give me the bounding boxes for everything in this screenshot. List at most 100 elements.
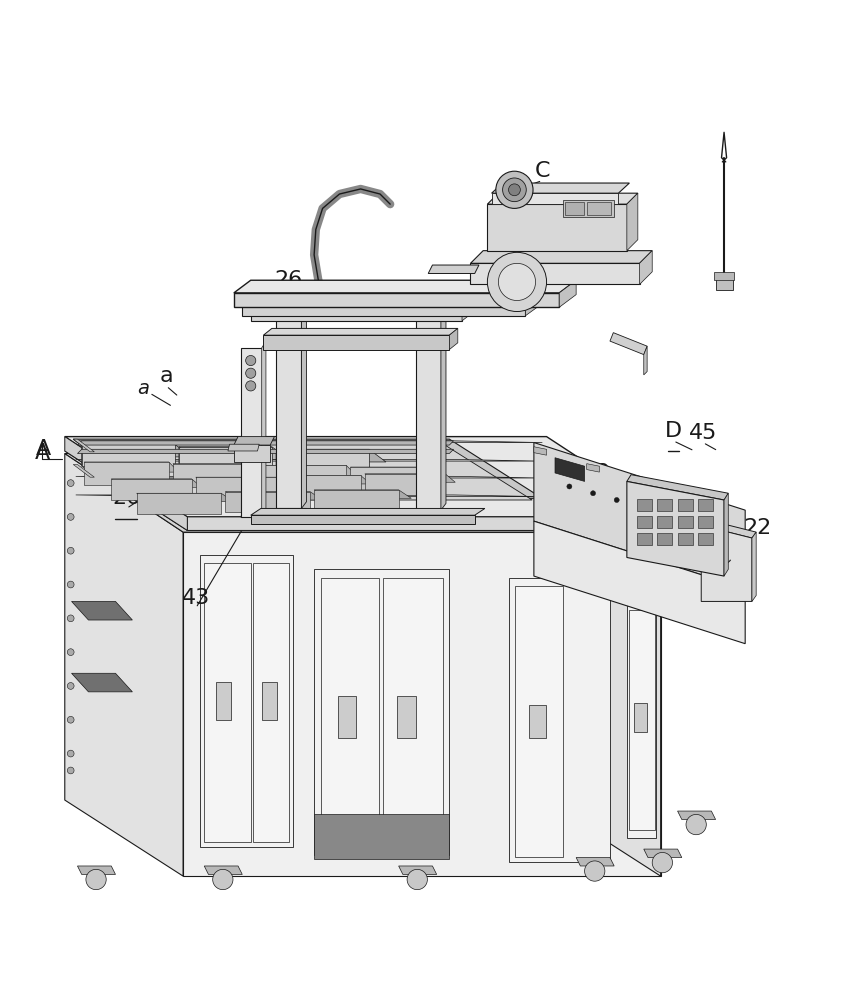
Text: a: a [137, 379, 149, 398]
Polygon shape [416, 306, 441, 510]
Polygon shape [179, 447, 289, 459]
Circle shape [67, 581, 74, 588]
Text: 28: 28 [265, 298, 293, 318]
Polygon shape [226, 492, 310, 512]
Circle shape [566, 484, 572, 489]
Polygon shape [73, 465, 94, 477]
Bar [216, 682, 232, 720]
Polygon shape [314, 490, 411, 498]
Circle shape [638, 504, 643, 509]
Text: 30: 30 [410, 292, 438, 312]
Text: 45: 45 [689, 423, 717, 443]
Circle shape [246, 368, 256, 378]
Polygon shape [71, 673, 132, 692]
Text: A: A [34, 443, 49, 463]
Polygon shape [204, 866, 243, 874]
Bar [698, 499, 713, 511]
Polygon shape [492, 193, 618, 204]
Polygon shape [559, 280, 576, 307]
Polygon shape [471, 251, 652, 263]
Polygon shape [555, 458, 584, 481]
Polygon shape [644, 346, 647, 375]
Polygon shape [179, 447, 272, 469]
Polygon shape [179, 447, 196, 481]
Polygon shape [241, 348, 262, 517]
Polygon shape [534, 521, 745, 644]
Circle shape [67, 683, 74, 689]
Bar [657, 533, 672, 545]
Polygon shape [314, 569, 449, 855]
Polygon shape [639, 251, 652, 284]
Polygon shape [251, 508, 485, 515]
Polygon shape [441, 299, 446, 510]
Polygon shape [77, 866, 115, 874]
Polygon shape [301, 295, 306, 508]
Circle shape [67, 716, 74, 723]
Polygon shape [262, 465, 346, 488]
Text: 42: 42 [550, 500, 577, 520]
Bar [657, 516, 672, 528]
Polygon shape [196, 477, 287, 486]
Polygon shape [251, 515, 475, 524]
Polygon shape [416, 510, 446, 517]
Bar [637, 533, 652, 545]
Polygon shape [471, 263, 639, 284]
Polygon shape [534, 447, 547, 455]
Polygon shape [226, 492, 322, 500]
Polygon shape [644, 849, 682, 858]
Circle shape [652, 852, 672, 873]
Polygon shape [492, 183, 629, 193]
Polygon shape [628, 610, 655, 830]
Bar [637, 516, 652, 528]
Bar [529, 705, 546, 738]
Polygon shape [75, 476, 543, 478]
Circle shape [503, 178, 527, 202]
Text: 42: 42 [583, 463, 611, 483]
Polygon shape [526, 290, 541, 316]
Polygon shape [81, 444, 175, 466]
Polygon shape [200, 555, 293, 847]
Polygon shape [627, 481, 724, 576]
Polygon shape [488, 193, 638, 204]
Polygon shape [350, 467, 435, 490]
Bar [657, 499, 672, 511]
Circle shape [407, 869, 427, 890]
Polygon shape [77, 441, 454, 445]
Polygon shape [587, 464, 600, 472]
Text: 23: 23 [499, 450, 527, 470]
Polygon shape [64, 451, 665, 530]
Polygon shape [276, 301, 301, 508]
Polygon shape [516, 586, 563, 857]
Polygon shape [692, 497, 705, 506]
Circle shape [488, 252, 547, 312]
Polygon shape [73, 439, 94, 452]
Polygon shape [234, 280, 576, 293]
Polygon shape [276, 508, 306, 515]
Polygon shape [241, 510, 266, 517]
Polygon shape [365, 474, 445, 495]
Polygon shape [627, 593, 656, 838]
Polygon shape [81, 444, 98, 479]
Text: 26: 26 [112, 488, 141, 508]
Polygon shape [137, 493, 221, 514]
Polygon shape [701, 519, 756, 538]
Bar [587, 202, 611, 215]
Polygon shape [228, 444, 259, 451]
Polygon shape [509, 578, 610, 862]
Polygon shape [321, 578, 379, 851]
Polygon shape [365, 474, 455, 482]
Circle shape [614, 497, 619, 503]
Circle shape [67, 767, 74, 774]
Polygon shape [71, 601, 132, 620]
Bar [678, 499, 693, 511]
Bar [716, 278, 733, 290]
Bar [678, 516, 693, 528]
Polygon shape [81, 443, 533, 500]
Polygon shape [678, 811, 716, 819]
Polygon shape [462, 297, 473, 321]
Bar [397, 696, 416, 738]
Bar [714, 272, 734, 280]
Polygon shape [314, 814, 449, 859]
Circle shape [590, 491, 595, 496]
Polygon shape [75, 459, 543, 461]
